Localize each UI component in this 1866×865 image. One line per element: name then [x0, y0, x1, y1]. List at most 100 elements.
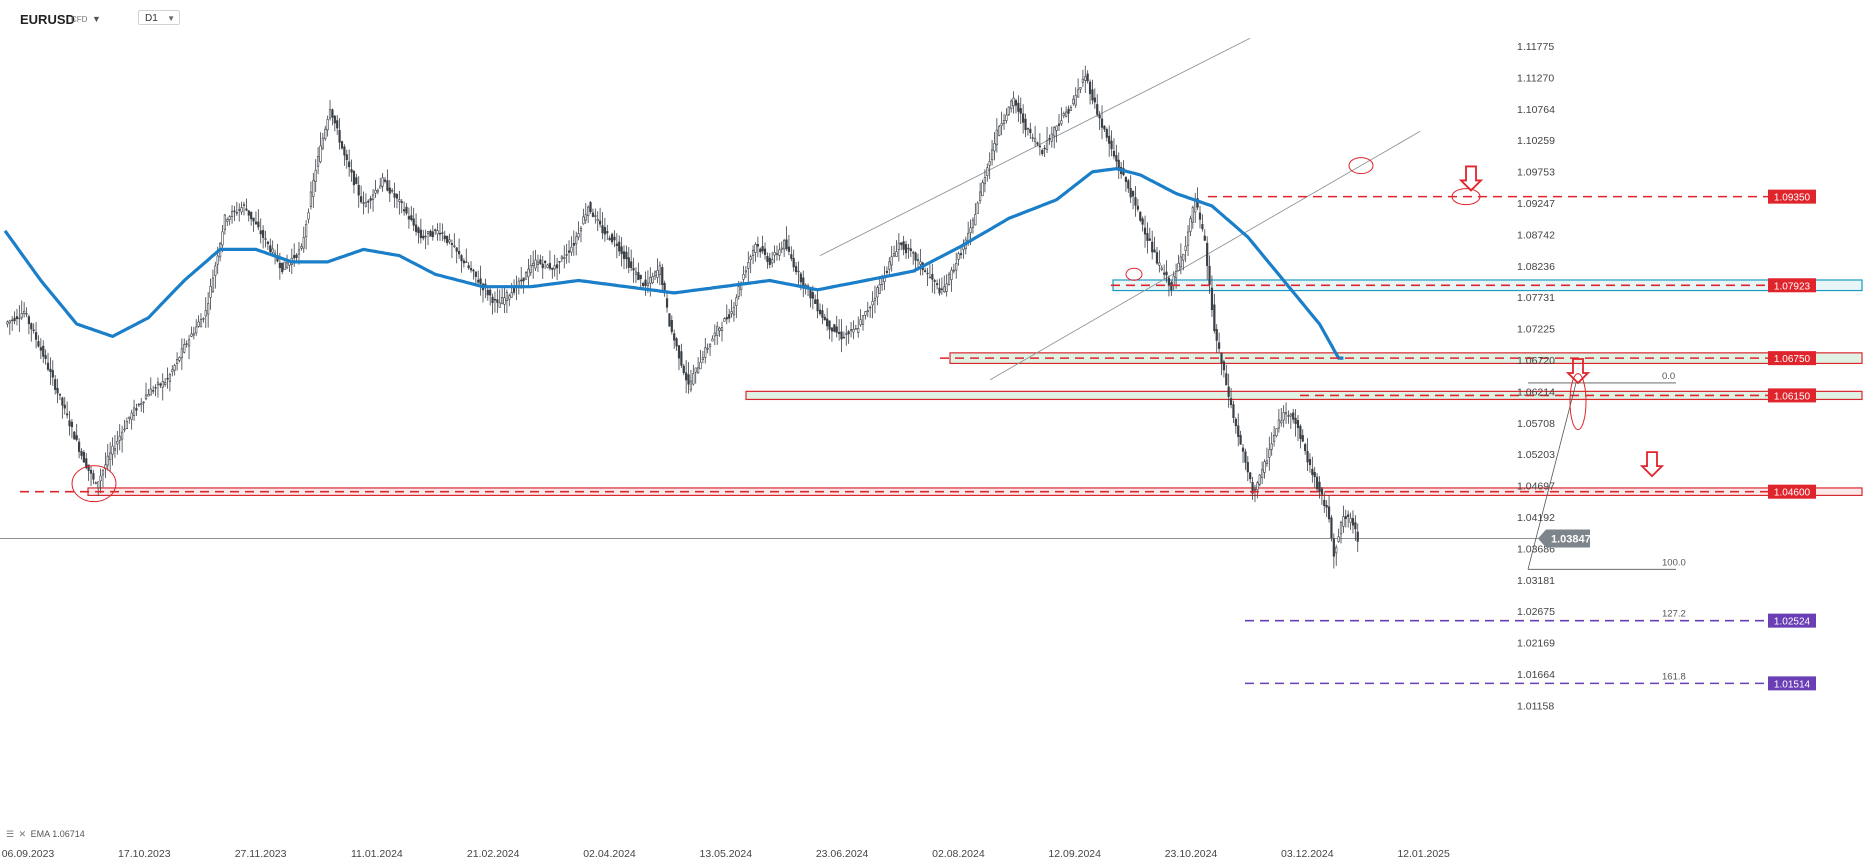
- candle-body: [293, 255, 296, 259]
- candle-body: [352, 171, 356, 186]
- candle-body: [1234, 418, 1237, 427]
- candle-body: [1225, 373, 1228, 386]
- candle-body: [414, 224, 418, 232]
- candle-body: [840, 331, 843, 340]
- candle-body: [761, 246, 764, 252]
- candle-body: [1342, 516, 1345, 527]
- candle-body: [137, 403, 140, 406]
- candle-body: [1270, 443, 1273, 450]
- candle-body: [924, 270, 927, 272]
- candle-body: [1024, 118, 1027, 131]
- candle-body: [945, 283, 948, 292]
- candle-body: [895, 251, 898, 257]
- candle-body: [1158, 262, 1161, 266]
- candle-body: [508, 295, 511, 300]
- candle-body: [811, 292, 814, 299]
- candle-body: [140, 403, 143, 406]
- candle-body: [422, 235, 425, 239]
- candle-body: [620, 246, 623, 255]
- candle-body: [1320, 488, 1323, 495]
- candle-body: [1239, 435, 1242, 445]
- candle-body: [794, 266, 798, 273]
- candle-body: [1007, 106, 1010, 115]
- candle-body: [407, 216, 411, 220]
- price-level-label: 1.02524: [1774, 617, 1811, 628]
- symbol-dropdown-icon[interactable]: ▼: [92, 14, 101, 24]
- price-level-label: 1.09350: [1774, 193, 1811, 204]
- candle-body: [1304, 444, 1307, 451]
- candle-body: [1308, 459, 1312, 466]
- candle-body: [625, 251, 628, 260]
- y-tick-label: 1.08236: [1517, 261, 1555, 273]
- fib-anchor-line: [1527, 382, 1577, 570]
- down-arrow-icon: [1565, 358, 1591, 385]
- candle-body: [1165, 271, 1168, 276]
- candle-body: [871, 301, 874, 306]
- candle-body: [1026, 127, 1030, 130]
- candle-body: [228, 216, 231, 221]
- candle-body: [109, 452, 112, 460]
- price-level-label: 1.06750: [1774, 354, 1811, 365]
- candle-body: [694, 367, 697, 373]
- candle-body: [202, 318, 205, 320]
- candle-body: [1038, 145, 1041, 148]
- candle-body: [240, 207, 243, 213]
- down-arrow-icon: [1458, 165, 1484, 192]
- candle-body: [792, 258, 795, 268]
- candle-body: [391, 190, 394, 192]
- candle-body: [257, 221, 260, 228]
- candle-body: [751, 249, 755, 257]
- candle-body: [121, 431, 124, 440]
- candle-body: [596, 218, 599, 221]
- candle-body: [902, 241, 905, 250]
- candle-body: [66, 413, 69, 416]
- candle-body: [37, 341, 40, 347]
- candle-body: [759, 248, 762, 253]
- candle-body: [675, 338, 678, 347]
- y-tick-label: 1.11775: [1517, 41, 1554, 53]
- candle-body: [450, 243, 454, 245]
- candle-body: [39, 347, 42, 351]
- candle-body: [259, 230, 262, 235]
- candle-body: [1010, 100, 1013, 109]
- candle-body: [976, 202, 979, 214]
- price-level-badge: [1768, 351, 1816, 366]
- candle-body: [166, 377, 169, 380]
- candle-body: [185, 343, 188, 345]
- candle-body: [857, 328, 860, 333]
- candle-body: [1067, 108, 1070, 114]
- candle-body: [54, 379, 57, 390]
- price-level-label: 1.07923: [1774, 281, 1811, 292]
- x-tick-label: 21.02.2024: [467, 848, 520, 860]
- timeframe-select[interactable]: D1 ▼: [138, 10, 180, 25]
- candle-body: [979, 191, 982, 201]
- remove-indicator-icon[interactable]: ✕: [18, 829, 27, 839]
- candle-body: [816, 299, 819, 312]
- candle-body: [371, 194, 375, 200]
- candle-body: [340, 141, 344, 149]
- indicator-legend: ☰ ✕ EMA 1.06714: [6, 829, 85, 840]
- candle-body: [362, 202, 365, 204]
- candle-body: [1160, 267, 1163, 270]
- symbol-name[interactable]: EURUSD: [20, 12, 75, 27]
- candle-body: [775, 253, 779, 255]
- candle-body: [383, 179, 387, 182]
- highlight-circle: [1569, 373, 1587, 431]
- indicator-settings-icon[interactable]: ☰: [6, 829, 15, 839]
- candle-body: [27, 316, 31, 324]
- candle-body: [403, 209, 406, 212]
- candle-body: [1258, 474, 1261, 485]
- y-tick-label: 1.08742: [1517, 229, 1555, 241]
- candle-body: [747, 262, 750, 269]
- candle-body: [1136, 205, 1139, 210]
- candle-body: [653, 271, 657, 277]
- candle-body: [1191, 207, 1194, 223]
- candle-body: [101, 470, 105, 476]
- candle-body: [226, 219, 229, 222]
- candle-body: [1296, 420, 1300, 429]
- candle-body: [1237, 425, 1240, 437]
- candle-body: [252, 217, 255, 222]
- candle-body: [677, 345, 681, 359]
- candle-body: [539, 259, 542, 264]
